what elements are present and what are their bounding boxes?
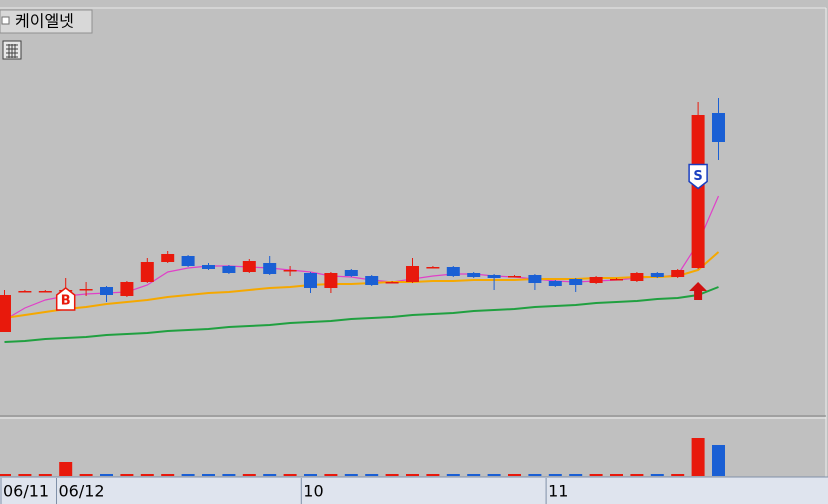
candle-body [263, 263, 277, 274]
candle-body [242, 261, 256, 272]
signal-arrow [689, 282, 708, 300]
candle-body [548, 281, 562, 286]
candle-body [140, 262, 154, 282]
candle-body [79, 289, 93, 291]
title-box [0, 9, 93, 34]
candle-body [610, 279, 623, 281]
volume-bar [528, 474, 542, 476]
candle-body [467, 273, 481, 277]
volume-bar [79, 474, 93, 476]
volume-bar [610, 474, 623, 476]
volume-bar [181, 474, 195, 476]
candle-body [569, 279, 583, 285]
stock-name: 케이엘넷 [15, 12, 74, 31]
x-tick-label: 10 [303, 482, 323, 501]
volume-bar [385, 474, 399, 476]
volume-bar [671, 474, 685, 476]
volume-bar [344, 474, 358, 476]
moving-average [4, 286, 719, 343]
volume-bar [283, 474, 297, 476]
candle-body [0, 295, 11, 332]
candle-body [202, 265, 215, 269]
candle-body [18, 291, 32, 293]
candle-body [446, 267, 460, 276]
volume-bar [650, 474, 664, 476]
volume-bar [712, 445, 725, 476]
volume-bar [263, 474, 277, 476]
volume-bar [38, 474, 52, 476]
grid-button[interactable] [2, 40, 22, 60]
volume-bar [569, 474, 583, 476]
candle-body [100, 287, 113, 295]
volume-bar [487, 474, 501, 476]
volume-bar [0, 474, 11, 476]
candle-body [283, 270, 297, 272]
volume-bar [120, 474, 134, 476]
volume-bar [59, 462, 73, 476]
candle-body [712, 113, 725, 142]
candle-body [508, 276, 521, 278]
candle-body [528, 275, 542, 283]
volume-bar [426, 474, 440, 476]
volume-bar [140, 474, 154, 476]
volume-bar [630, 474, 644, 476]
candle-body [181, 256, 195, 266]
volume-bar [18, 474, 32, 476]
candle-body [406, 266, 419, 282]
volume-bar [467, 474, 481, 476]
volume-bar [202, 474, 215, 476]
x-axis-bar [0, 477, 828, 504]
candle-body [671, 270, 685, 277]
volume-bar [446, 474, 460, 476]
candle-body [344, 270, 358, 276]
signal-label: S [693, 169, 702, 184]
x-tick-label: 06/11 [3, 482, 49, 501]
candle-body [630, 273, 644, 281]
grid-button-icon [6, 44, 18, 58]
title-icon [1, 16, 10, 25]
volume-bar [304, 474, 317, 476]
volume-bar [589, 474, 603, 476]
x-tick-label: 11 [548, 482, 568, 501]
candle-body [589, 277, 603, 283]
candle-body [324, 273, 338, 288]
candle-body [161, 254, 175, 262]
volume-bar [161, 474, 175, 476]
candle-body [222, 266, 236, 273]
candle-body [304, 273, 317, 288]
candle-body [120, 282, 134, 296]
signal-marker [55, 287, 76, 311]
candle-body [487, 275, 501, 278]
volume-bar [324, 474, 338, 476]
volume-bar [691, 438, 705, 476]
candle-body [38, 291, 52, 293]
volume-bar [222, 474, 236, 476]
volume-bar [508, 474, 521, 476]
candle-body [365, 276, 379, 285]
candle-body [650, 273, 664, 277]
volume-bar [406, 474, 419, 476]
signal-marker [688, 163, 708, 190]
x-tick-label: 06/12 [59, 482, 105, 501]
candle-body [426, 267, 440, 269]
volume-bar [100, 474, 113, 476]
volume-bar [548, 474, 562, 476]
signal-label: B [61, 294, 71, 309]
volume-bar [365, 474, 379, 476]
volume-bar [242, 474, 256, 476]
candle-body [691, 115, 705, 268]
candle-body [385, 282, 399, 284]
